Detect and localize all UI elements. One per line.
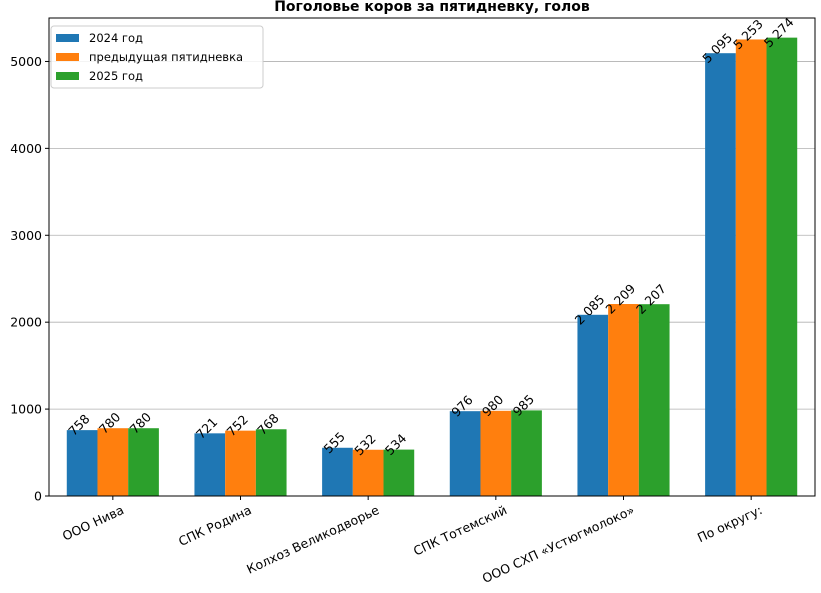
grid-lines [49,61,815,497]
legend-label: предыдущая пятидневка [89,50,243,64]
x-tick-label: СПК Родина [176,502,254,549]
bar [128,428,159,496]
plot-frame [48,17,816,497]
legend-swatch [56,34,79,42]
y-tick-label: 2000 [10,315,42,330]
bar [352,449,384,496]
y-axis: 0 1000 2000 3000 4000 5000 [10,54,49,504]
bars [66,37,798,497]
legend-swatch [56,72,79,80]
bar [511,410,542,496]
x-tick-label: СПК Тотемский [411,502,509,558]
y-tick-label: 0 [34,489,42,504]
x-tick-label: ООО Нива [60,502,126,544]
x-tick-label: По округу: [695,502,765,545]
bar [735,39,767,496]
y-tick-label: 5000 [10,54,42,69]
bar [66,430,98,496]
bar [705,53,736,496]
legend-swatch [56,53,79,61]
bar [449,411,481,496]
bar [225,430,256,496]
y-tick-label: 4000 [10,141,42,156]
y-tick-label: 3000 [10,228,42,243]
bar [577,314,609,496]
y-tick-label: 1000 [10,402,42,417]
legend: 2024 год предыдущая пятидневка 2025 год [50,25,264,89]
chart-title: Поголовье коров за пятидневку, голов [274,0,590,15]
bar [322,447,353,496]
bar [608,304,639,496]
bar [638,304,670,496]
legend-box [50,25,264,89]
bar [97,428,129,496]
bar [194,433,226,496]
legend-label: 2024 год [89,31,143,45]
bar [766,37,798,497]
x-tick-label: Колхоз Великодворье [244,502,381,577]
bar [383,449,415,496]
bar [255,429,287,496]
bar [480,410,512,496]
legend-label: 2025 год [89,69,143,83]
